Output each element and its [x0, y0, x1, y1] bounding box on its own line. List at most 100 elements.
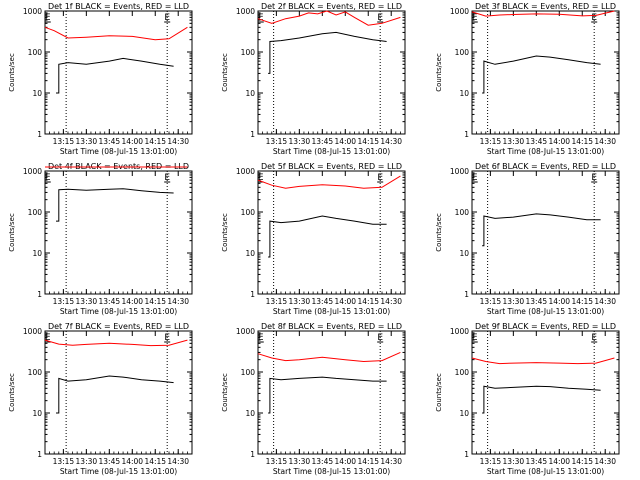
x-axis-label: Start Time (08-Jul-15 13:01:00)	[273, 307, 390, 316]
series-line-lld	[257, 351, 401, 363]
series-line-lld	[471, 10, 615, 17]
series-line-events	[268, 31, 387, 74]
series-line-events	[268, 376, 387, 414]
plot-frame	[257, 170, 406, 295]
y-tick-label: 1000	[23, 167, 42, 176]
series-line-events	[56, 57, 174, 94]
x-tick-label: 13:15	[480, 297, 502, 306]
x-tick-label: 13:30	[76, 457, 98, 466]
x-tick-label: 13:15	[480, 457, 502, 466]
x-tick-label: 14:15	[571, 137, 593, 146]
y-tick-label: 1000	[450, 7, 469, 16]
x-axis-label: Start Time (08-Jul-15 13:01:00)	[487, 307, 604, 316]
y-tick-label: 100	[241, 48, 256, 57]
detector-panel-9: Det 9f BLACK = Events, RED = LLD 1 10 100 10…	[435, 322, 620, 476]
y-tick-label: 10	[245, 89, 255, 98]
plot-frame	[471, 330, 620, 455]
detector-panel-2: Det 2f BLACK = Events, RED = LLD 1 10 100 10…	[221, 2, 406, 156]
y-tick-label: 1	[464, 130, 469, 139]
x-axis-label: Start Time (08-Jul-15 13:01:00)	[273, 147, 390, 156]
event-marker-label: E	[258, 173, 264, 183]
y-tick-label: 100	[28, 368, 43, 377]
y-tick-label: 10	[32, 249, 42, 258]
x-tick-label: 14:15	[144, 137, 166, 146]
panel-title: Det 8f BLACK = Events, RED = LLD	[261, 322, 402, 331]
x-tick-label: 13:30	[503, 457, 525, 466]
x-tick-label: 13:45	[526, 297, 548, 306]
x-tick-label: 14:00	[548, 137, 570, 146]
x-tick-label: 14:00	[548, 297, 570, 306]
x-tick-label: 13:45	[312, 137, 334, 146]
x-tick-label: 13:45	[526, 137, 548, 146]
x-tick-label: 14:30	[380, 297, 402, 306]
x-tick-label: 14:30	[594, 297, 616, 306]
y-tick-label: 10	[245, 409, 255, 418]
x-tick-label: 13:15	[266, 457, 288, 466]
x-tick-label: 13:30	[503, 137, 525, 146]
y-tick-label: 100	[241, 368, 256, 377]
panel-title: Det 1f BLACK = Events, RED = LLD	[48, 2, 189, 11]
plot-frame	[44, 10, 193, 135]
y-tick-label: 100	[455, 208, 470, 217]
x-tick-label: 14:15	[357, 457, 379, 466]
y-tick-label: 1	[37, 450, 42, 459]
series-line-events	[56, 188, 174, 222]
detector-panel-4: Det 4f BLACK = Events, RED = LLD11010010…	[8, 162, 193, 316]
y-axis-label: Counts/sec	[435, 373, 443, 412]
y-tick-label: 100	[455, 368, 470, 377]
y-tick-label: 1	[37, 130, 42, 139]
event-marker-label: E	[472, 13, 478, 23]
x-tick-label: 14:00	[121, 457, 143, 466]
x-tick-label: 13:30	[76, 297, 98, 306]
x-tick-label: 13:45	[99, 137, 121, 146]
y-tick-label: 10	[32, 409, 42, 418]
x-tick-label: 14:30	[380, 137, 402, 146]
x-tick-label: 13:30	[503, 297, 525, 306]
x-tick-label: 14:30	[594, 457, 616, 466]
x-tick-label: 14:00	[334, 297, 356, 306]
x-tick-label: 13:30	[289, 137, 311, 146]
series-line-events	[482, 55, 601, 94]
x-axis-label: Start Time (08-Jul-15 13:01:00)	[60, 307, 177, 316]
detector-panel-1: Det 1f BLACK = Events, RED = LLD 1 10 100 10…	[8, 2, 193, 156]
x-tick-label: 13:30	[289, 297, 311, 306]
series-line-lld	[44, 26, 188, 41]
series-line-lld	[257, 175, 401, 189]
event-marker-label: E	[45, 173, 51, 183]
detector-panel-5: Det 5f BLACK = Events, RED = LLD 1 10 100 10…	[221, 162, 406, 316]
x-axis-label: Start Time (08-Jul-15 13:01:00)	[487, 147, 604, 156]
y-tick-label: 100	[28, 48, 43, 57]
x-tick-label: 14:30	[167, 297, 189, 306]
event-marker-label: E	[258, 333, 264, 343]
y-tick-label: 1	[464, 450, 469, 459]
x-tick-label: 13:30	[289, 457, 311, 466]
panel-title: Det 5f BLACK = Events, RED = LLD	[261, 162, 402, 171]
panel-title: Det 6f BLACK = Events, RED = LLD	[475, 162, 616, 171]
event-marker-label: E	[45, 333, 51, 343]
y-axis-label: Counts/sec	[435, 213, 443, 252]
series-line-lld	[257, 10, 401, 26]
y-axis-label: Counts/sec	[8, 213, 16, 252]
x-tick-label: 14:15	[144, 457, 166, 466]
x-tick-label: 13:15	[266, 297, 288, 306]
y-axis-label: Counts/sec	[221, 53, 229, 92]
x-tick-label: 14:30	[167, 457, 189, 466]
y-axis-label: Counts/sec	[435, 53, 443, 92]
panel-title: Det 9f BLACK = Events, RED = LLD	[475, 322, 616, 331]
event-marker-label: E	[472, 173, 478, 183]
x-tick-label: 13:15	[53, 137, 75, 146]
x-tick-label: 14:15	[571, 457, 593, 466]
detector-panel-8: Det 8f BLACK = Events, RED = LLD 1 10 100 10…	[221, 322, 406, 476]
plot-frame	[44, 330, 193, 455]
series-line-lld	[471, 357, 615, 365]
y-tick-label: 1000	[236, 327, 255, 336]
y-tick-label: 100	[28, 208, 43, 217]
x-tick-label: 14:15	[144, 297, 166, 306]
series-line-lld	[44, 339, 188, 347]
plot-frame	[471, 10, 620, 135]
x-tick-label: 14:15	[357, 297, 379, 306]
plot-frame	[257, 330, 406, 455]
x-tick-label: 13:15	[53, 457, 75, 466]
series-line-events	[482, 213, 601, 247]
